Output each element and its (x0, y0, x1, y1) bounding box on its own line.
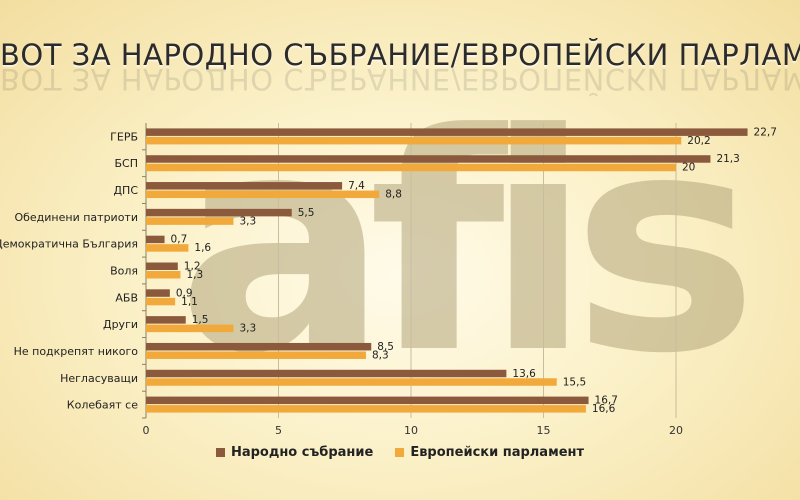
data-label-s1-4: 0,7 (171, 234, 188, 246)
data-label-s1-10: 16,7 (595, 395, 618, 407)
bar-s2-7 (146, 324, 234, 333)
bar-s1-6 (146, 289, 170, 297)
category-label-0: ГЕРБ (110, 130, 138, 143)
bar-s1-1 (146, 155, 711, 163)
bar-s1-0 (146, 128, 748, 136)
chart-title: ВОТ ЗА НАРОДНО СЪБРАНИЕ/ЕВРОПЕЙСКИ ПАРЛА… (0, 38, 800, 72)
bar-s1-9 (146, 369, 507, 378)
legend: Народно събрание Европейски парламент (0, 445, 800, 460)
category-label-2: ДПС (113, 184, 138, 197)
data-label-s2-6: 1,1 (181, 296, 198, 308)
data-label-s1-8: 8,5 (377, 341, 394, 353)
bar-s2-2 (146, 190, 380, 199)
data-label-s2-4: 1,6 (194, 242, 211, 254)
data-label-s2-7: 3,3 (239, 323, 256, 335)
bar-s2-9 (146, 378, 557, 386)
legend-item-series-2: Европейски парламент (395, 445, 584, 460)
data-label-s2-1: 20 (682, 162, 695, 174)
legend-label-series-1: Народно събрание (230, 445, 374, 460)
bar-s1-3 (146, 208, 292, 217)
category-label-10: Колебаят се (67, 399, 138, 412)
x-tick-label-3: 15 (537, 424, 551, 437)
bar-s2-8 (146, 351, 366, 359)
data-label-s2-9: 15,5 (563, 376, 586, 388)
bar-s1-7 (146, 316, 186, 324)
data-label-s2-10: 16,6 (592, 403, 616, 415)
bar-s2-6 (146, 297, 176, 306)
category-label-4: Демократична България (0, 238, 138, 251)
bar-s1-4 (146, 235, 165, 244)
data-label-s2-3: 3,3 (239, 215, 256, 227)
bar-s1-8 (146, 342, 372, 351)
data-label-s1-6: 0,9 (176, 287, 193, 299)
x-tick-label-1: 5 (275, 424, 282, 437)
category-label-7: Други (103, 318, 138, 331)
bar-s2-5 (146, 271, 181, 279)
bar-s1-2 (146, 182, 343, 190)
category-label-6: АБВ (115, 291, 138, 304)
bar-s2-10 (146, 405, 586, 413)
data-label-s1-9: 13,6 (512, 368, 536, 380)
legend-swatch-series-2 (395, 448, 405, 457)
x-tick-label-2: 10 (404, 424, 418, 437)
data-label-s1-5: 1,2 (184, 261, 201, 273)
x-tick-label-4: 20 (669, 424, 683, 437)
bar-s2-4 (146, 244, 189, 252)
data-label-s1-1: 21,3 (716, 153, 739, 165)
x-tick-label-0: 0 (143, 424, 150, 437)
bar-s2-0 (146, 136, 682, 145)
bar-s2-1 (146, 163, 676, 172)
category-label-8: Не подкрепят никого (14, 345, 139, 358)
legend-item-series-1: Народно събрание (215, 445, 374, 460)
data-label-s2-0: 20,2 (687, 135, 710, 147)
category-label-3: Обединени патриоти (14, 211, 138, 224)
data-label-s2-8: 8,3 (372, 349, 389, 361)
category-label-9: Негласуващи (60, 372, 138, 385)
category-label-1: БСП (115, 157, 139, 170)
data-label-s2-5: 1,3 (186, 269, 203, 281)
data-label-s1-0: 22,7 (754, 126, 777, 138)
data-label-s2-2: 8,8 (385, 189, 402, 201)
bar-s2-3 (146, 217, 234, 225)
data-label-s1-3: 5,5 (298, 207, 315, 219)
legend-label-series-2: Европейски парламент (410, 445, 585, 460)
legend-swatch-series-1 (215, 448, 225, 457)
data-label-s1-7: 1,5 (192, 314, 209, 326)
bar-s1-10 (146, 396, 589, 405)
bar-s1-5 (146, 262, 178, 270)
data-label-s1-2: 7,4 (348, 180, 365, 192)
category-label-5: Воля (110, 265, 138, 278)
